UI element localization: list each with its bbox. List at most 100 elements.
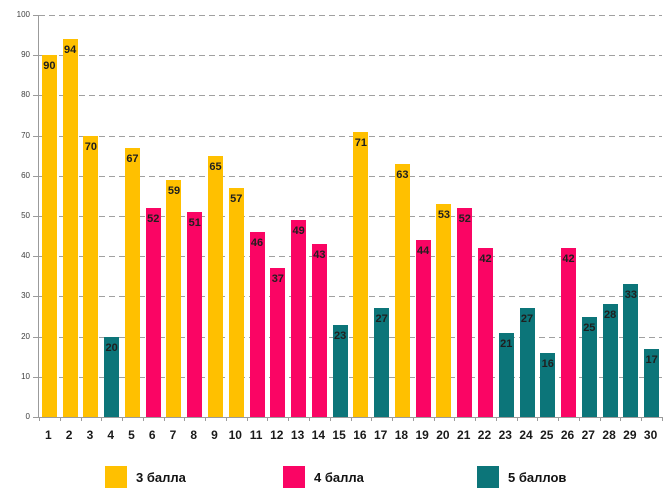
bar-value-label: 52 bbox=[458, 212, 471, 225]
x-axis-tick bbox=[329, 417, 331, 421]
bar-value-label: 33 bbox=[624, 289, 637, 302]
bar-16: 71 bbox=[353, 131, 369, 417]
x-axis-label: 4 bbox=[107, 428, 115, 442]
gridline bbox=[39, 216, 662, 217]
bar-5: 67 bbox=[124, 147, 140, 417]
y-axis-label: 90 bbox=[21, 50, 30, 60]
legend: 3 балла 4 балла 5 баллов bbox=[0, 465, 672, 491]
bar-value-label: 42 bbox=[562, 253, 575, 266]
bar-value-label: 20 bbox=[105, 341, 118, 354]
bar-4: 20 bbox=[104, 336, 120, 417]
legend-item-5-ballov: 5 баллов bbox=[477, 465, 566, 489]
bar-20: 53 bbox=[436, 203, 452, 417]
bar-value-label: 46 bbox=[250, 237, 264, 250]
x-axis-label: 21 bbox=[457, 428, 471, 442]
x-axis-tick bbox=[308, 417, 310, 421]
x-axis-tick bbox=[59, 417, 61, 421]
bar-value-label: 51 bbox=[188, 216, 201, 229]
x-axis-label: 11 bbox=[249, 428, 263, 442]
legend-label: 3 балла bbox=[136, 469, 186, 485]
bar-value-label: 37 bbox=[271, 273, 284, 286]
bar-value-label: 67 bbox=[126, 152, 139, 165]
bar-value-label: 16 bbox=[541, 357, 554, 370]
x-axis-tick bbox=[578, 417, 580, 421]
x-axis-label: 10 bbox=[228, 428, 242, 442]
bar-value-label: 49 bbox=[292, 225, 305, 238]
x-axis-label: 28 bbox=[602, 428, 616, 442]
x-axis-label: 2 bbox=[65, 428, 73, 442]
bar-27: 25 bbox=[581, 316, 597, 417]
x-axis-label: 19 bbox=[415, 428, 429, 442]
gridline bbox=[39, 256, 662, 258]
bar-value-label: 65 bbox=[209, 160, 222, 173]
y-axis-label: 60 bbox=[21, 170, 30, 180]
bar-12: 37 bbox=[270, 268, 286, 417]
x-axis-tick bbox=[537, 417, 539, 421]
y-axis-tick bbox=[33, 296, 38, 298]
x-axis-label: 29 bbox=[623, 428, 637, 442]
x-axis-tick bbox=[350, 417, 352, 421]
bar-value-label: 59 bbox=[167, 184, 181, 197]
x-axis-tick bbox=[101, 417, 103, 421]
y-axis-label: 70 bbox=[21, 130, 30, 140]
legend-swatch-3-balla bbox=[105, 466, 127, 488]
y-axis-tick bbox=[33, 376, 38, 378]
gridline bbox=[39, 55, 662, 57]
y-axis-label: 10 bbox=[21, 371, 30, 381]
bar-23: 21 bbox=[498, 332, 514, 417]
bar-9: 65 bbox=[208, 155, 224, 417]
gridline bbox=[39, 336, 662, 338]
bar-value-label: 43 bbox=[313, 249, 326, 262]
x-axis-tick bbox=[184, 417, 186, 421]
y-axis-label: 30 bbox=[21, 291, 30, 301]
bar-18: 63 bbox=[394, 163, 410, 417]
bar-value-label: 94 bbox=[64, 44, 77, 57]
x-axis-tick bbox=[516, 417, 518, 421]
x-axis-label: 27 bbox=[581, 428, 595, 442]
legend-item-4-balla: 4 балла bbox=[283, 465, 364, 489]
x-axis-tick bbox=[392, 417, 394, 421]
x-axis-label: 6 bbox=[148, 428, 156, 442]
bar-value-label: 70 bbox=[84, 140, 98, 153]
x-axis-label: 16 bbox=[353, 428, 367, 442]
bar-8: 51 bbox=[187, 211, 203, 417]
bar-value-label: 57 bbox=[230, 192, 243, 205]
x-axis-tick bbox=[641, 417, 643, 421]
bar-value-label: 23 bbox=[333, 329, 347, 342]
gridline bbox=[39, 15, 662, 16]
bar-28: 28 bbox=[602, 304, 618, 417]
x-axis-tick bbox=[267, 417, 269, 421]
legend-label: 5 баллов bbox=[508, 469, 567, 485]
bar-value-label: 90 bbox=[43, 60, 56, 73]
x-axis-tick bbox=[371, 417, 373, 421]
x-axis-label: 9 bbox=[211, 428, 218, 442]
x-axis-label: 22 bbox=[477, 428, 492, 442]
bar-21: 52 bbox=[457, 207, 473, 417]
bar-value-label: 27 bbox=[520, 313, 534, 326]
bar-30: 17 bbox=[644, 348, 660, 417]
bar-10: 57 bbox=[228, 187, 244, 417]
bar-1: 90 bbox=[41, 55, 57, 417]
x-axis-tick bbox=[454, 417, 456, 421]
bar-value-label: 17 bbox=[645, 353, 658, 366]
x-axis-label: 13 bbox=[290, 428, 305, 442]
bar-value-label: 27 bbox=[375, 313, 388, 326]
x-axis-label: 7 bbox=[169, 428, 177, 442]
x-axis-tick bbox=[412, 417, 414, 421]
x-axis-label: 26 bbox=[560, 428, 575, 442]
gridline bbox=[39, 135, 662, 137]
y-axis-label: 40 bbox=[21, 251, 30, 261]
x-axis-tick bbox=[163, 417, 165, 421]
bar-value-label: 44 bbox=[417, 245, 430, 258]
bar-value-label: 25 bbox=[583, 321, 596, 334]
y-axis-tick bbox=[33, 135, 38, 137]
legend-label: 4 балла bbox=[314, 469, 364, 485]
gridline bbox=[39, 296, 662, 298]
x-axis-label: 30 bbox=[643, 428, 658, 442]
bar-value-label: 21 bbox=[500, 337, 513, 350]
x-axis-tick bbox=[39, 417, 40, 421]
bar-24: 27 bbox=[519, 308, 535, 417]
bar-22: 42 bbox=[477, 248, 493, 417]
x-axis-tick bbox=[599, 417, 601, 421]
